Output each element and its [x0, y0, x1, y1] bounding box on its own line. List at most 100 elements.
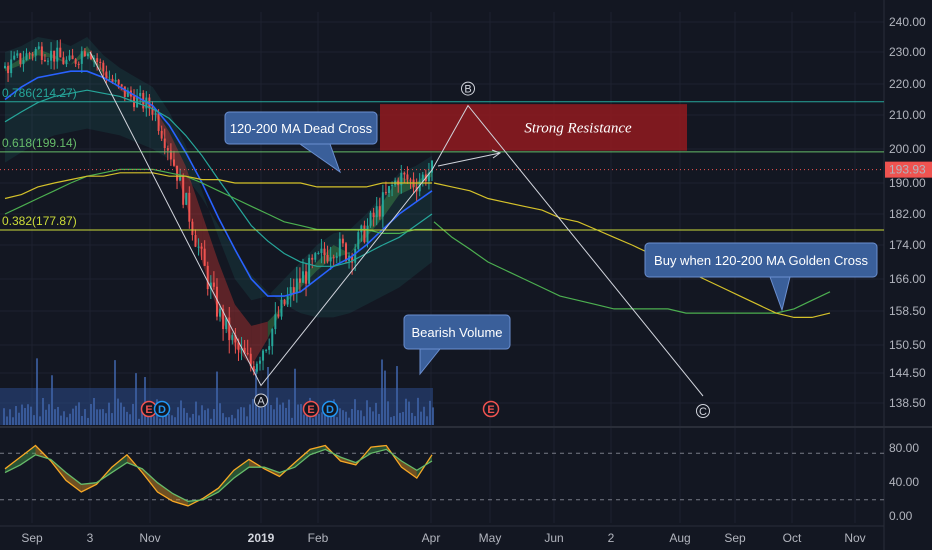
- candle-body: [258, 360, 261, 364]
- time-tick-label: Jun: [544, 531, 563, 545]
- axes: 240.00230.00220.00210.00200.00190.00182.…: [21, 15, 932, 545]
- candle-body: [252, 366, 255, 372]
- volume-bar: [105, 413, 107, 425]
- event-marker[interactable]: E: [302, 400, 320, 418]
- volume-bar: [60, 415, 62, 425]
- volume-bar: [402, 411, 404, 425]
- candle-body: [323, 248, 326, 256]
- volume-bar: [201, 405, 203, 425]
- volume-bar: [90, 404, 92, 425]
- event-marker[interactable]: D: [153, 400, 171, 418]
- volume-bar: [366, 400, 368, 425]
- candle-body: [329, 257, 332, 262]
- volume-bar: [27, 404, 29, 425]
- time-tick-label: Sep: [21, 531, 43, 545]
- volume-bar: [3, 408, 5, 425]
- volume-bar: [270, 405, 272, 425]
- wave-point-b-label: B: [464, 84, 471, 96]
- volume-bar: [225, 417, 227, 425]
- volume-bar: [354, 399, 356, 425]
- volume-bar: [126, 411, 128, 425]
- candle-body: [145, 97, 148, 109]
- candle-body: [179, 175, 182, 181]
- osc-fill-segment: [157, 482, 173, 502]
- volume-bar: [372, 411, 374, 425]
- resistance-zone[interactable]: Strong Resistance: [380, 104, 687, 151]
- volume-bar: [42, 397, 44, 425]
- event-marker[interactable]: D: [321, 400, 339, 418]
- volume-bar: [198, 415, 200, 425]
- osc-fill-segment: [5, 457, 21, 473]
- callout-golden-cross-box[interactable]: [644, 242, 878, 278]
- candle-body: [262, 350, 265, 361]
- candle-body: [246, 353, 249, 355]
- candle-body: [418, 181, 421, 192]
- callout-bearish-volume-box[interactable]: [403, 314, 511, 350]
- fib-label: 0.618(199.14): [2, 136, 77, 150]
- candle-body: [292, 287, 295, 294]
- volume-bar: [249, 404, 251, 425]
- volume-bar: [381, 359, 383, 425]
- candle-body: [351, 255, 354, 263]
- event-marker-circle: [153, 400, 171, 418]
- volume-bar: [174, 417, 176, 425]
- candle-body: [234, 335, 237, 343]
- resistance-label: Strong Resistance: [524, 120, 632, 136]
- volume-bar: [204, 410, 206, 425]
- price-tick-label: 150.50: [889, 338, 926, 352]
- candle-body: [68, 55, 71, 60]
- osc-fill-segment: [20, 445, 36, 465]
- volume-bar: [69, 413, 71, 425]
- candle-body: [176, 165, 179, 181]
- volume-bar: [279, 404, 281, 425]
- candle-body: [363, 225, 366, 243]
- time-tick-label: Sep: [724, 531, 746, 545]
- candle-body: [28, 53, 31, 55]
- volume-bar: [120, 402, 122, 425]
- candle-body: [203, 248, 206, 266]
- volume-bar: [21, 404, 23, 425]
- volume-bar: [30, 406, 32, 425]
- candle-body: [249, 353, 252, 367]
- candle-body: [335, 256, 338, 258]
- ma-line-yellow: [4, 172, 432, 200]
- volume-bar: [129, 414, 131, 425]
- event-marker-label: E: [487, 404, 494, 416]
- volume-bar: [351, 408, 353, 425]
- event-marker[interactable]: E: [482, 400, 500, 418]
- time-tick-label: Nov: [139, 531, 160, 545]
- candle-body: [188, 192, 191, 222]
- volume-bar: [135, 373, 137, 425]
- callout-dead-cross-box[interactable]: [224, 111, 378, 145]
- volume-bar: [6, 416, 8, 425]
- volume-bar: [213, 409, 215, 425]
- resistance-box[interactable]: [380, 104, 687, 151]
- callout-bearish-volume-pointer: [419, 348, 441, 376]
- event-marker-label: E: [145, 404, 152, 416]
- candle-body: [191, 221, 194, 236]
- candle-body: [400, 172, 403, 186]
- volume-bar: [18, 412, 20, 425]
- candle-body: [43, 59, 46, 62]
- volume-bar: [243, 407, 245, 425]
- callouts[interactable]: 120-200 MA Dead Cross Bearish Volume Buy w…: [224, 111, 878, 376]
- time-tick-label: Apr: [422, 531, 441, 545]
- candle-body: [231, 335, 234, 341]
- candle-body: [77, 63, 80, 65]
- volume-bar: [378, 413, 380, 425]
- volume-bar: [408, 401, 410, 425]
- volume-bar: [192, 413, 194, 425]
- price-tick-label: 190.00: [889, 176, 926, 190]
- volume-bar: [387, 401, 389, 425]
- candle-body: [274, 314, 277, 330]
- volume-bar: [219, 403, 221, 425]
- volume-bar: [303, 414, 305, 425]
- callout-dead-cross[interactable]: 120-200 MA Dead Cross: [224, 111, 378, 174]
- callout-bearish-volume[interactable]: Bearish Volume: [403, 314, 511, 376]
- volume-bar: [294, 368, 296, 425]
- time-tick-label: Nov: [844, 531, 865, 545]
- time-tick-label: Oct: [783, 531, 802, 545]
- callout-golden-cross[interactable]: Buy when 120-200 MA Golden Cross: [644, 242, 878, 312]
